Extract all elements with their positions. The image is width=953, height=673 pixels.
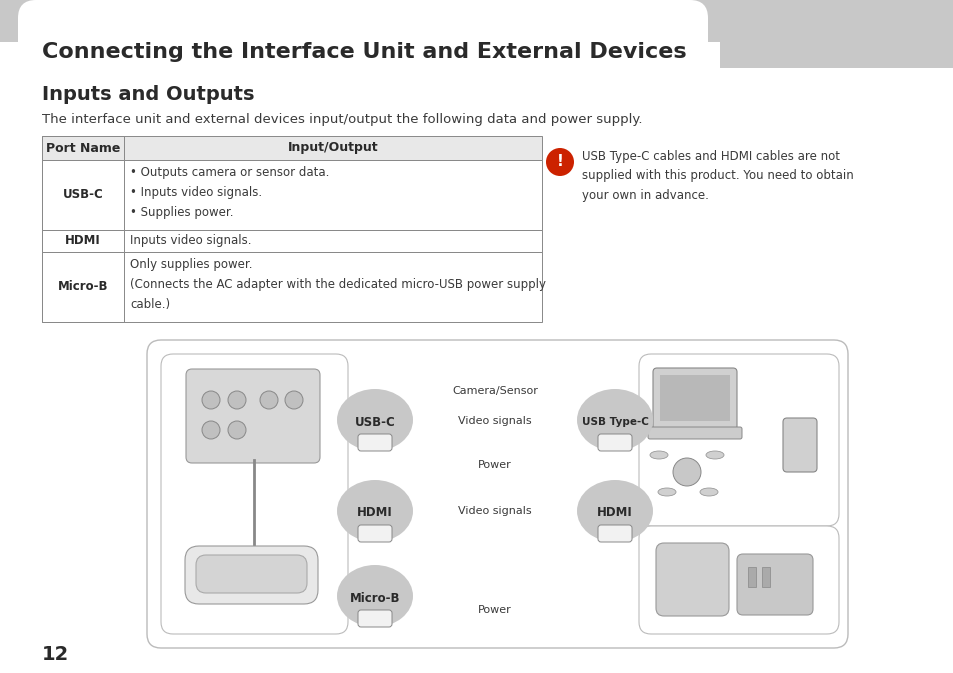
Ellipse shape: [658, 488, 676, 496]
Text: USB-C: USB-C: [63, 188, 103, 201]
Ellipse shape: [336, 480, 413, 542]
FancyBboxPatch shape: [195, 555, 307, 593]
FancyBboxPatch shape: [357, 434, 392, 451]
Bar: [42, 160, 541, 230]
Bar: [42, 136, 541, 160]
FancyBboxPatch shape: [598, 525, 631, 542]
Bar: [42, 252, 124, 322]
FancyBboxPatch shape: [186, 369, 319, 463]
FancyBboxPatch shape: [656, 543, 728, 616]
Text: Video signals: Video signals: [457, 416, 531, 426]
Ellipse shape: [700, 488, 718, 496]
FancyBboxPatch shape: [647, 427, 741, 439]
Circle shape: [228, 391, 246, 409]
FancyBboxPatch shape: [737, 554, 812, 615]
Ellipse shape: [336, 389, 413, 451]
FancyBboxPatch shape: [357, 610, 392, 627]
FancyBboxPatch shape: [639, 354, 838, 526]
FancyBboxPatch shape: [652, 368, 737, 430]
Circle shape: [672, 458, 700, 486]
Ellipse shape: [705, 451, 723, 459]
Text: Only supplies power.
(Connects the AC adapter with the dedicated micro-USB power: Only supplies power. (Connects the AC ad…: [130, 258, 545, 311]
FancyBboxPatch shape: [854, 0, 953, 65]
Circle shape: [260, 391, 277, 409]
Text: Input/Output: Input/Output: [288, 141, 378, 155]
Text: Micro-B: Micro-B: [58, 281, 108, 293]
Text: Video signals: Video signals: [457, 506, 531, 516]
Text: Inputs and Outputs: Inputs and Outputs: [42, 85, 254, 104]
Text: 12: 12: [42, 645, 70, 664]
Bar: [42, 252, 541, 322]
Text: Port Name: Port Name: [46, 141, 120, 155]
Bar: [761, 567, 769, 587]
Text: HDMI: HDMI: [597, 507, 632, 520]
Circle shape: [202, 391, 220, 409]
Text: HDMI: HDMI: [65, 234, 101, 248]
Bar: [42, 230, 124, 252]
Ellipse shape: [649, 451, 667, 459]
FancyBboxPatch shape: [357, 525, 392, 542]
FancyBboxPatch shape: [639, 526, 838, 634]
Ellipse shape: [577, 480, 652, 542]
Text: The interface unit and external devices input/output the following data and powe: The interface unit and external devices …: [42, 114, 641, 127]
Circle shape: [285, 391, 303, 409]
FancyBboxPatch shape: [185, 546, 317, 604]
Bar: [42, 230, 541, 252]
Text: Inputs video signals.: Inputs video signals.: [130, 234, 252, 247]
Bar: [747, 567, 755, 587]
Text: USB Type-C: USB Type-C: [581, 417, 648, 427]
Circle shape: [545, 148, 574, 176]
Circle shape: [228, 421, 246, 439]
Text: HDMI: HDMI: [356, 507, 393, 520]
FancyBboxPatch shape: [147, 340, 847, 648]
FancyBboxPatch shape: [782, 418, 816, 472]
Bar: [720, 0, 953, 68]
Bar: [42, 136, 124, 160]
Text: USB Type-C cables and HDMI cables are not
supplied with this product. You need t: USB Type-C cables and HDMI cables are no…: [581, 150, 853, 202]
Text: Micro-B: Micro-B: [350, 592, 400, 604]
Text: Power: Power: [477, 605, 512, 615]
FancyBboxPatch shape: [18, 0, 707, 82]
FancyBboxPatch shape: [161, 354, 348, 634]
Bar: [659, 375, 729, 421]
Bar: [42, 160, 124, 230]
Text: Camera/Sensor: Camera/Sensor: [452, 386, 537, 396]
Circle shape: [202, 421, 220, 439]
Text: USB-C: USB-C: [355, 415, 395, 429]
Text: • Outputs camera or sensor data.
• Inputs video signals.
• Supplies power.: • Outputs camera or sensor data. • Input…: [130, 166, 329, 219]
Text: Connecting the Interface Unit and External Devices: Connecting the Interface Unit and Extern…: [42, 42, 686, 62]
FancyBboxPatch shape: [598, 434, 631, 451]
Text: Power: Power: [477, 460, 512, 470]
Ellipse shape: [336, 565, 413, 627]
Ellipse shape: [577, 389, 652, 451]
Text: !: !: [556, 155, 563, 170]
Bar: [0, 0, 953, 68]
